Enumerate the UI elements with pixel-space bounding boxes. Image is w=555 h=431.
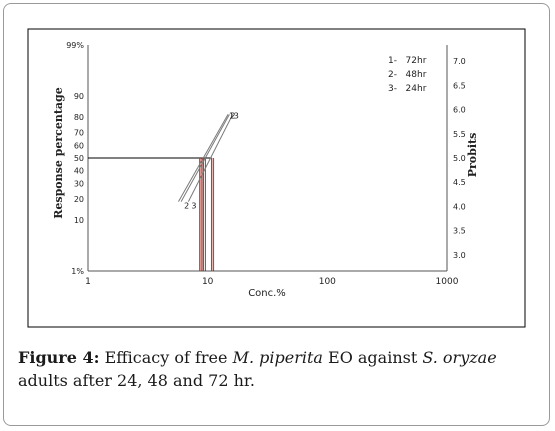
legend-entry: 3- 24hr [388, 84, 427, 94]
y-tick-label: 1% [71, 267, 84, 276]
y2-tick-label: 4.0 [453, 202, 466, 211]
y-axis-label: Response percentage [52, 87, 65, 218]
series-label-top: 1 [229, 111, 234, 120]
y-tick-label: 40 [74, 166, 84, 175]
fit-line [187, 114, 234, 202]
x-tick-label: 1 [85, 277, 91, 287]
caption-text-3: adults after 24, 48 and 72 hr. [18, 371, 255, 390]
series-label-bottom: 2 [184, 202, 189, 211]
x-tick-label: 100 [319, 277, 336, 287]
y2-axis-label: Probits [466, 133, 479, 178]
x-tick-labels: 1 10 100 1000 [85, 277, 459, 287]
series-label-top: 2 [230, 111, 235, 120]
y2-tick-label: 4.5 [453, 178, 466, 187]
x-tick-label: 1000 [436, 277, 459, 287]
y2-tick-label: 5.5 [453, 130, 466, 139]
fit-lines [178, 114, 234, 271]
legend: 1- 72hr 2- 48hr 3- 24hr [388, 56, 427, 94]
y2-tick-label: 7.0 [453, 57, 466, 66]
fit-line [180, 114, 230, 202]
y-tick-label: 70 [74, 129, 84, 138]
y2-tick-label: 5.0 [453, 154, 466, 163]
y-tick-labels: 99% 90 80 70 60 50 40 30 20 10 1% [66, 41, 84, 276]
y-tick-label: 10 [74, 216, 84, 225]
series-label-top: 3 [234, 111, 239, 120]
plot-frame [27, 28, 526, 328]
legend-entry: 1- 72hr [388, 56, 427, 66]
y2-tick-label: 6.0 [453, 106, 466, 115]
figure-caption: Figure 4: Efficacy of free M. piperita E… [18, 346, 540, 392]
series-label-bottom: 3 [191, 202, 196, 211]
caption-label: Figure 4: [18, 348, 100, 367]
caption-species-1: M. piperita [232, 348, 323, 367]
y2-tick-label: 3.5 [453, 227, 466, 236]
legend-entry: 2- 48hr [388, 70, 427, 80]
y-tick-label: 30 [74, 179, 84, 188]
y-tick-label: 99% [66, 41, 84, 50]
y2-tick-label: 6.5 [453, 81, 466, 90]
y2-tick-label: 3.0 [453, 251, 466, 260]
x-axis-label: Conc.% [248, 288, 286, 299]
y-tick-label: 50 [74, 154, 84, 163]
y-tick-label: 80 [74, 113, 84, 122]
y-tick-label: 20 [74, 195, 84, 204]
x-tick-label: 10 [202, 277, 214, 287]
y-tick-label: 90 [74, 92, 84, 101]
caption-text-2: EO against [322, 348, 423, 367]
y2-tick-labels: 7.0 6.5 6.0 5.5 5.0 4.5 4.0 3.5 3.0 [453, 57, 466, 260]
figure-frame [3, 3, 550, 426]
y-tick-label: 60 [74, 142, 84, 151]
caption-text-1: Efficacy of free [99, 348, 233, 367]
caption-species-2: S. oryzae [422, 348, 497, 367]
